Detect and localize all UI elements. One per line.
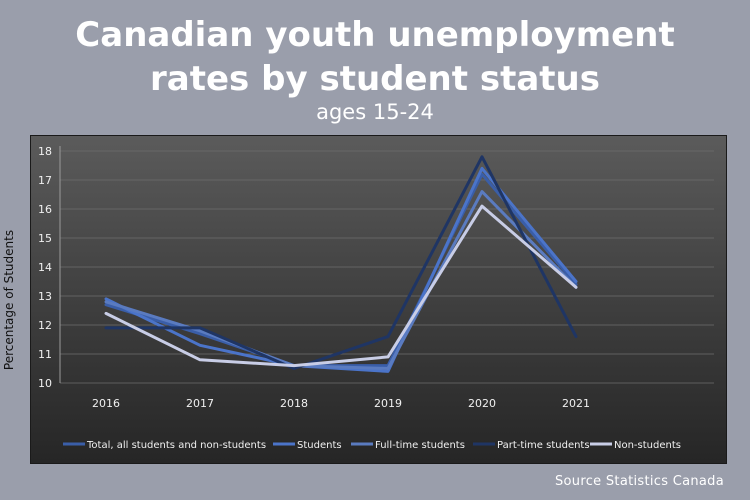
x-tick-label-2021: 2021 — [562, 397, 590, 410]
x-tick-label-2017: 2017 — [186, 397, 214, 410]
legend-label-3: Part-time students — [497, 440, 590, 451]
series-line-2 — [104, 190, 578, 370]
legend-label-2: Full-time students — [375, 440, 465, 451]
x-tick-label-2018: 2018 — [280, 397, 308, 410]
legend-label-4: Non-students — [614, 440, 681, 451]
y-tick-label-16: 16 — [38, 203, 52, 216]
y-tick-label-13: 13 — [38, 290, 52, 303]
gridlines — [60, 150, 714, 384]
x-tick-label-2016: 2016 — [92, 397, 120, 410]
y-tick-label-14: 14 — [38, 261, 52, 274]
y-tick-label-17: 17 — [38, 174, 52, 187]
x-tick-label-2019: 2019 — [374, 397, 402, 410]
x-tick-label-2020: 2020 — [468, 397, 496, 410]
chart-title-line-1: Canadian youth unemployment — [75, 15, 675, 55]
axes: 10 11 12 13 14 15 16 17 18 2016 2017 2018 2019 2020 20… — [38, 145, 590, 410]
y-axis-title: Percentage of Students — [2, 230, 16, 370]
source-note: Source Statistics Canada — [554, 474, 724, 489]
y-tick-label-18: 18 — [38, 145, 52, 158]
chart-title-line-2: rates by student status — [150, 59, 600, 99]
series-line-3 — [104, 155, 578, 370]
line-chart: 10 11 12 13 14 15 16 17 18 2016 2017 2018 2019 2020 20… — [2, 145, 714, 451]
y-tick-label-15: 15 — [38, 232, 52, 245]
legend: Total, all students and non-students Stud… — [63, 440, 681, 451]
y-tick-label-12: 12 — [38, 319, 52, 332]
series-lines — [104, 155, 578, 373]
chart-area: 10 11 12 13 14 15 16 17 18 2016 2017 2018 2019 2020 20… — [2, 135, 727, 464]
series-line-4 — [104, 204, 578, 368]
chart-subtitle: ages 15-24 — [316, 100, 434, 124]
legend-label-0: Total, all students and non-students — [86, 440, 266, 451]
legend-label-1: Students — [297, 440, 342, 451]
y-tick-label-11: 11 — [38, 348, 52, 361]
y-tick-label-10: 10 — [38, 377, 52, 390]
